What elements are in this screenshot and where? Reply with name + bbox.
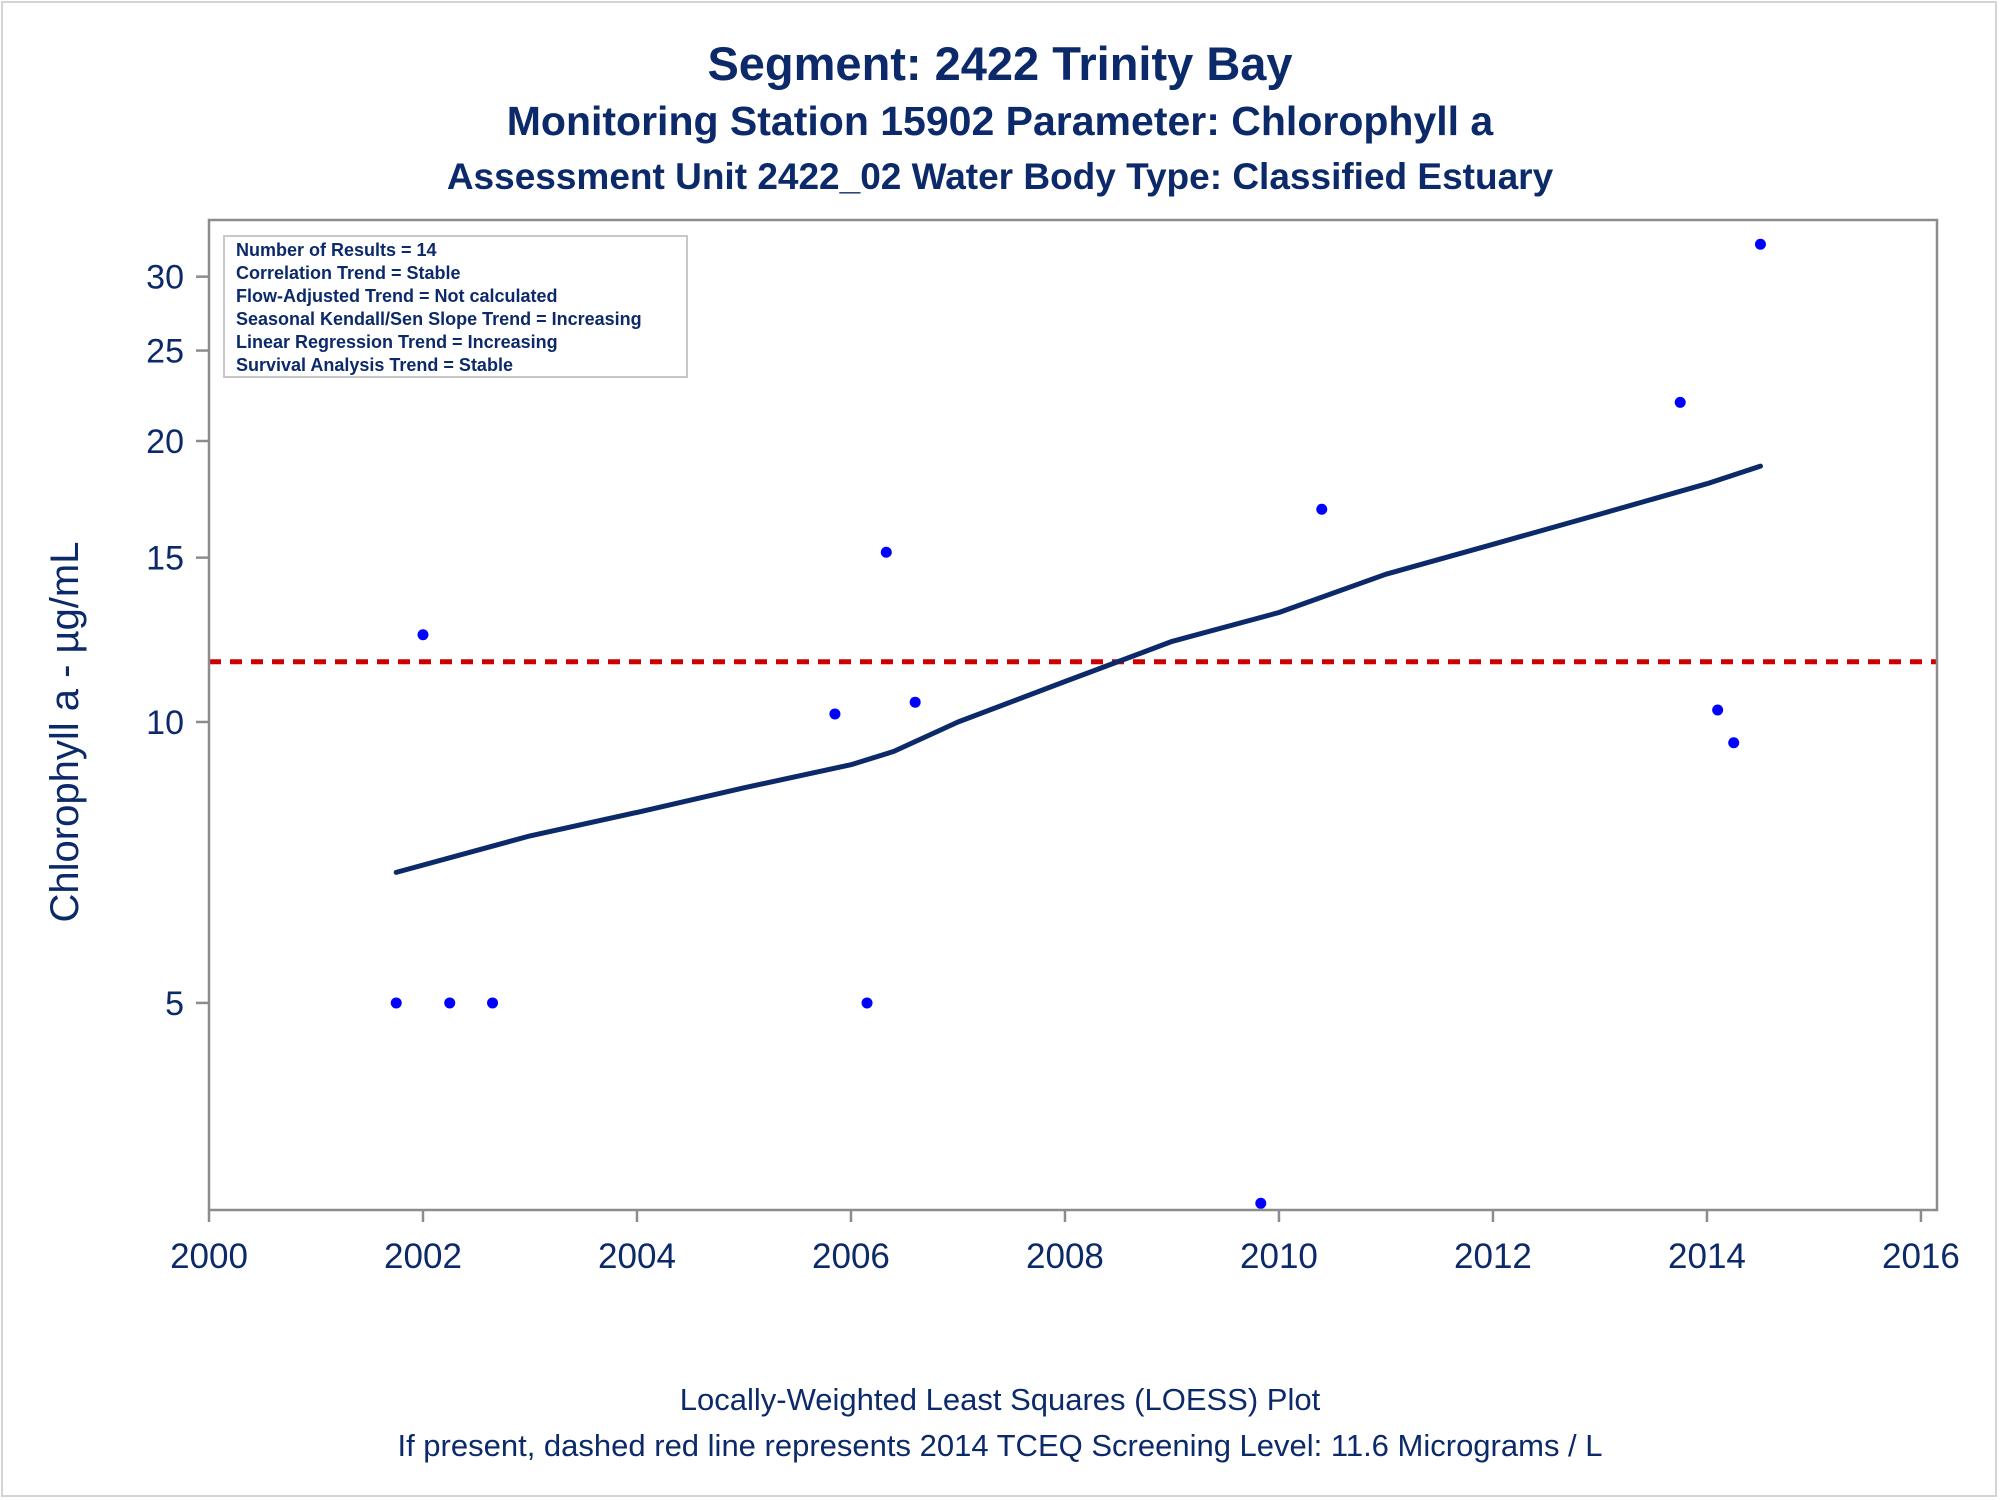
x-tick-label: 2012 (1454, 1237, 1532, 1276)
x-tick-label: 2006 (812, 1237, 890, 1276)
y-tick-label: 25 (146, 333, 184, 371)
y-tick-label: 30 (146, 259, 184, 297)
data-point (1674, 396, 1686, 408)
data-point (1712, 704, 1724, 716)
chart-subtitle-2: Assessment Unit 2422_02 Water Body Type:… (446, 156, 1554, 197)
chart-title: Segment: 2422 Trinity Bay (707, 37, 1293, 90)
x-tick-label: 2014 (1668, 1237, 1746, 1276)
data-point (417, 629, 429, 641)
data-point (861, 997, 873, 1009)
x-tick-label: 2002 (384, 1237, 462, 1276)
data-point (880, 546, 892, 558)
trend-summary-line: Number of Results = 14 (236, 240, 437, 260)
loess-trend-line (393, 463, 1763, 875)
y-axis: 5 10 15 20 25 30 (146, 259, 209, 1023)
trend-summary-line: Seasonal Kendall/Sen Slope Trend = Incre… (236, 309, 642, 329)
data-point (909, 696, 921, 708)
data-point (1255, 1197, 1267, 1209)
y-tick-label: 5 (165, 985, 184, 1023)
trend-layer (209, 463, 1937, 875)
y-axis-label: Chlorophyll a - µg/mL (43, 542, 87, 923)
trend-summary-box: Number of Results = 14 Correlation Trend … (223, 235, 688, 378)
plot-area (207, 218, 1939, 1212)
x-tick-label: 2010 (1240, 1237, 1318, 1276)
y-tick-label: 20 (146, 423, 184, 461)
trend-summary-line: Survival Analysis Trend = Stable (236, 355, 513, 375)
x-tick-label: 2004 (598, 1237, 676, 1276)
footnote-method: Locally-Weighted Least Squares (LOESS) P… (679, 1382, 1321, 1417)
trend-summary-line: Correlation Trend = Stable (236, 263, 461, 283)
y-tick-label: 10 (146, 704, 184, 742)
trend-summary-line: Flow-Adjusted Trend = Not calculated (236, 286, 558, 306)
data-point (829, 708, 841, 720)
data-point (1728, 737, 1740, 749)
x-axis: 2000 2002 2004 2006 2008 2010 2012 2014 2016 (170, 1210, 1960, 1276)
x-tick-label: 2008 (1026, 1237, 1104, 1276)
trend-summary-border (223, 235, 688, 378)
trend-summary-line: Linear Regression Trend = Increasing (236, 332, 558, 352)
data-point (444, 997, 456, 1009)
data-point (1316, 503, 1328, 515)
data-point (390, 997, 402, 1009)
points-layer (390, 238, 1766, 1209)
y-tick-label: 15 (146, 540, 184, 578)
chart-subtitle: Monitoring Station 15902 Parameter: Chlo… (506, 98, 1494, 144)
data-point (487, 997, 499, 1009)
footnote-screening: If present, dashed red line represents 2… (397, 1428, 1603, 1463)
data-point (1754, 238, 1766, 250)
x-tick-label: 2000 (170, 1237, 248, 1276)
x-tick-label: 2016 (1882, 1237, 1960, 1276)
